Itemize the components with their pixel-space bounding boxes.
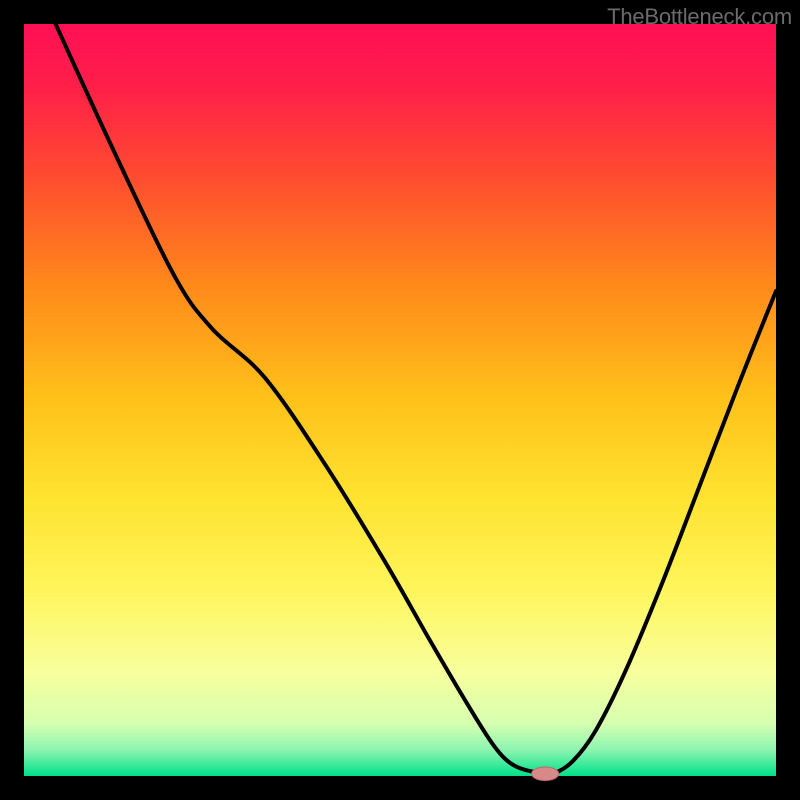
chart-background [24,24,776,776]
bottleneck-chart [0,0,800,800]
chart-container: TheBottleneck.com [0,0,800,800]
optimal-marker [532,767,559,781]
watermark-text: TheBottleneck.com [607,4,792,30]
